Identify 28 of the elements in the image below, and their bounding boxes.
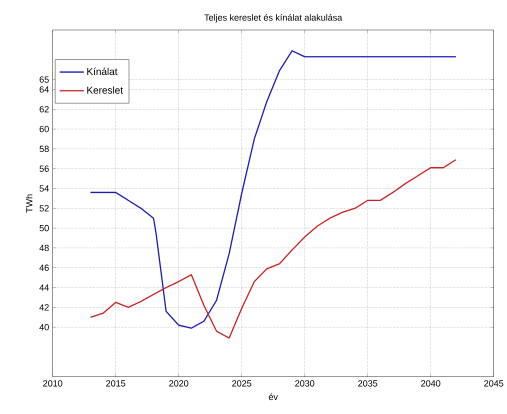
x-axis-title: év — [268, 393, 278, 400]
chart-title: Teljes kereslet és kínálat alakulása — [204, 14, 342, 22]
legend-label: Kínálat — [87, 68, 118, 76]
y-tick-label: 50 — [40, 224, 49, 232]
y-tick-label: 54 — [40, 185, 49, 192]
x-tick-label: 2040 — [421, 380, 440, 387]
x-tick-label: 2015 — [106, 380, 126, 387]
x-tick-label: 2045 — [484, 380, 504, 387]
x-tick-label: 2020 — [169, 380, 188, 387]
legend-label: Kereslet — [87, 86, 123, 94]
y-tick-label: 52 — [40, 205, 49, 212]
y-tick-label: 65 — [40, 76, 49, 83]
y-tick-label: 44 — [39, 284, 49, 291]
x-tick-label: 2030 — [295, 380, 314, 387]
y-tick-label: 56 — [40, 166, 49, 172]
x-tick-label: 2010 — [43, 380, 62, 387]
line-series — [90, 159, 457, 339]
y-tick-label: 48 — [39, 244, 49, 252]
y-tick-label: 62 — [40, 106, 49, 112]
y-tick-label: 40 — [39, 324, 49, 330]
y-axis-title: TWh — [26, 194, 32, 213]
y-tick-label: 60 — [40, 126, 49, 132]
y-tick-label: 64 — [40, 86, 49, 93]
x-tick-label: 2035 — [358, 380, 378, 387]
y-tick-label: 42 — [39, 304, 49, 310]
x-tick-label: 2025 — [232, 380, 252, 387]
y-tick-label: 58 — [40, 146, 49, 152]
y-tick-label: 46 — [39, 264, 49, 271]
